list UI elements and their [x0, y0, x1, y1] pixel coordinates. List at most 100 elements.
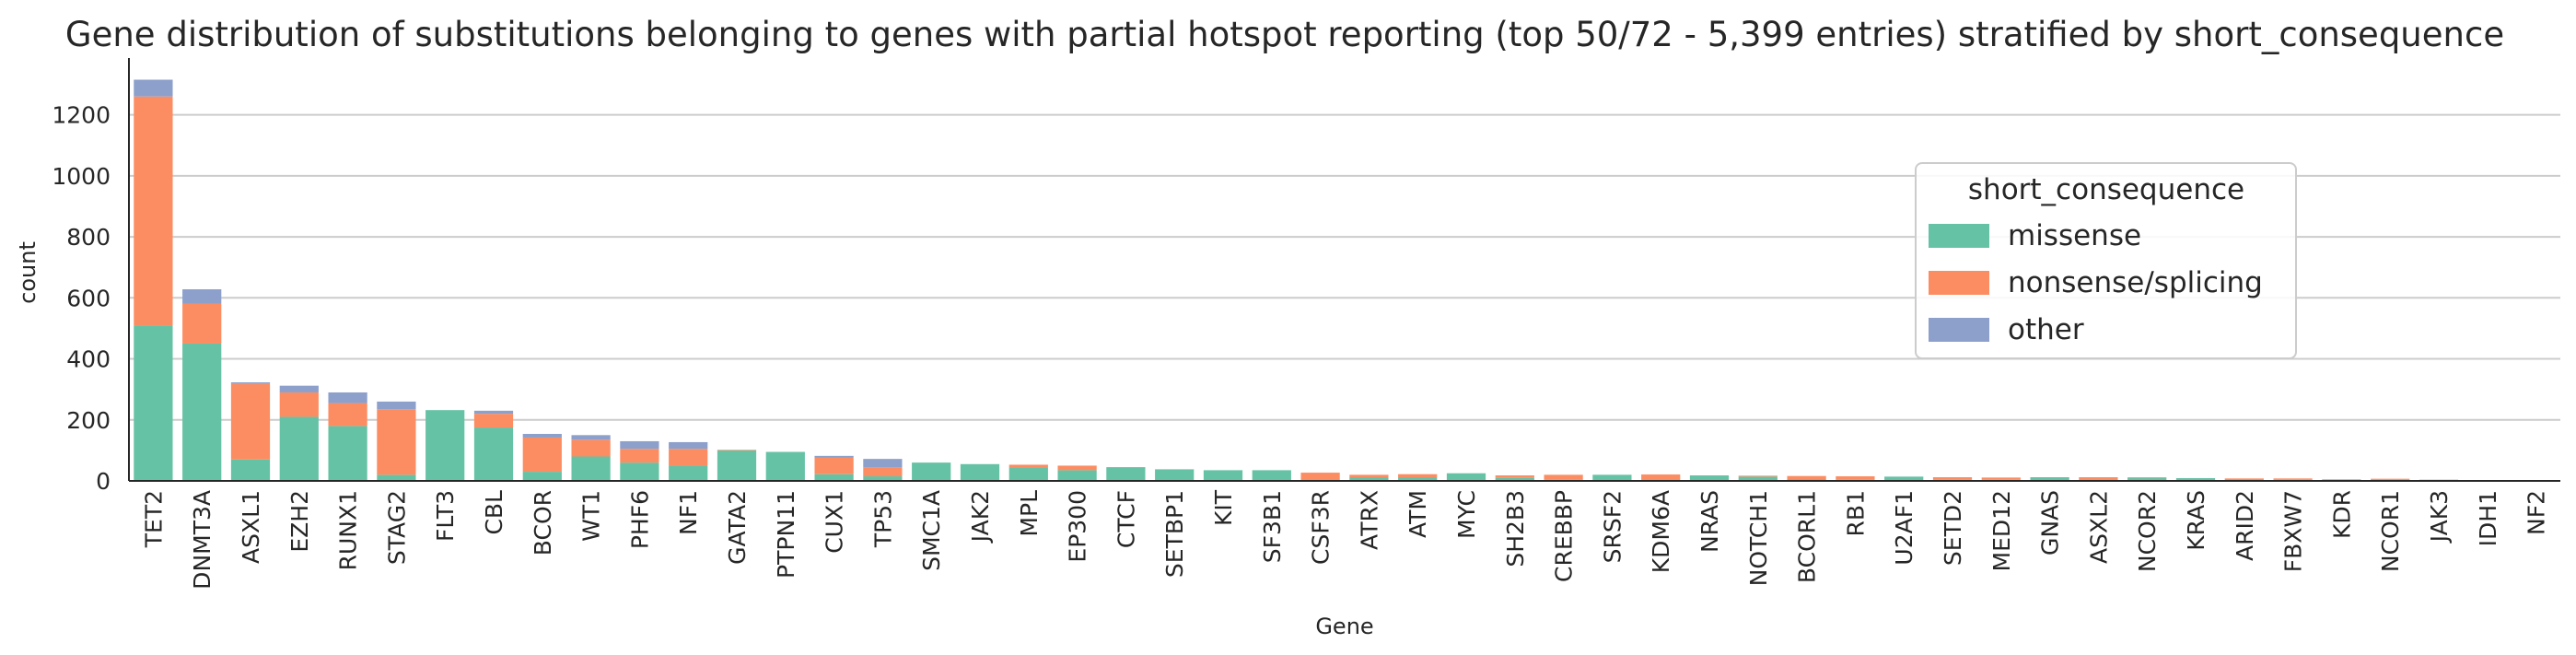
x-tick-label: NF1: [675, 490, 702, 535]
bar-segment-other: [863, 459, 903, 468]
y-tick-label: 1000: [52, 163, 111, 190]
bar-segment-nonsense-splicing: [2273, 478, 2313, 480]
bar-segment-nonsense-splicing: [1008, 464, 1048, 468]
bar-segment-nonsense-splicing: [473, 414, 514, 428]
x-axis-label: Gene: [1315, 614, 1373, 639]
bar-segment-nonsense-splicing: [328, 403, 367, 427]
legend-label: missense: [2008, 219, 2141, 252]
x-tick-label: ASXL2: [2085, 490, 2112, 564]
bar-segment-other: [230, 382, 271, 384]
bar-segment-missense: [669, 465, 708, 481]
bar-segment-other: [620, 440, 659, 450]
bar-segment-nonsense-splicing: [620, 449, 659, 463]
legend-swatch: [1929, 271, 1989, 295]
x-tick-label: SF3B1: [1259, 490, 1286, 563]
bar-segment-missense: [814, 474, 854, 481]
bar-segment-missense: [2030, 477, 2069, 481]
bar-segment-other: [134, 79, 173, 97]
y-tick-label: 400: [66, 346, 111, 373]
legend-title: short_consequence: [1968, 173, 2244, 206]
x-tick-label: WT1: [578, 490, 605, 542]
x-tick-label: CSF3R: [1308, 490, 1335, 565]
x-tick-label: FBXW7: [2280, 490, 2307, 572]
legend: short_consequence missense nonsense/splic…: [1915, 162, 2297, 359]
x-tick-label: CUX1: [822, 490, 848, 554]
bar-segment-nonsense-splicing: [1932, 477, 1973, 480]
bar-segment-nonsense-splicing: [2371, 478, 2410, 480]
bar-segment-other: [669, 441, 708, 450]
bar-segment-missense: [1884, 476, 1924, 481]
bar-segment-missense: [571, 456, 611, 481]
bar-segment-missense: [1203, 470, 1243, 481]
bar-segment-missense: [1592, 474, 1632, 481]
bar-segment-nonsense-splicing: [814, 457, 854, 474]
x-tick-label: NCOR1: [2377, 490, 2404, 572]
x-tick-label: ASXL1: [238, 490, 264, 564]
x-tick-label: CTCF: [1113, 490, 1139, 548]
x-tick-label: JAK3: [2426, 490, 2453, 544]
bar-segment-nonsense-splicing: [2127, 477, 2167, 478]
bar-segment-missense: [1349, 477, 1389, 481]
bar-segment-nonsense-splicing: [134, 96, 173, 326]
x-tick-label: IDH1: [2475, 490, 2501, 546]
bar-segment-nonsense-splicing: [1641, 474, 1681, 481]
bar-segment-nonsense-splicing: [1057, 465, 1097, 471]
legend-label: nonsense/splicing: [2008, 266, 2263, 299]
bar-segment-missense: [425, 410, 465, 481]
bar-segment-nonsense-splicing: [1300, 473, 1340, 481]
bar-segment-missense: [328, 426, 367, 481]
legend-swatch: [1929, 224, 1989, 248]
bar-segment-missense: [1057, 470, 1097, 481]
bar-segment-missense: [134, 325, 173, 481]
bar-segment-missense: [1106, 467, 1146, 481]
x-tick-label: MED12: [1988, 490, 2015, 571]
bar-segment-nonsense-splicing: [522, 437, 562, 473]
legend-items: missense nonsense/splicing other: [1929, 219, 2263, 346]
x-tick-label: NF2: [2524, 490, 2550, 535]
y-tick-label: 200: [66, 407, 111, 434]
bar-segment-nonsense-splicing: [669, 449, 708, 466]
bar-segment-missense: [182, 343, 222, 481]
x-tick-label: U2AF1: [1891, 490, 1917, 566]
bar-segment-missense: [377, 474, 416, 481]
x-tick-label: GATA2: [724, 490, 751, 565]
x-tick-label: KDM6A: [1648, 490, 1674, 573]
bar-segment-nonsense-splicing: [377, 409, 416, 475]
axes: [128, 58, 2560, 482]
x-tick-label: SETD2: [1940, 490, 1966, 566]
y-tick-label: 1200: [52, 102, 111, 129]
bar-segment-nonsense-splicing: [1981, 477, 2021, 480]
x-tick-label: PHF6: [626, 490, 653, 549]
bar-segment-other: [182, 289, 222, 304]
legend-label: other: [2008, 313, 2084, 346]
y-tick-label: 800: [66, 224, 111, 251]
bar-segment-other: [522, 434, 562, 438]
chart-title: Gene distribution of substitutions belon…: [65, 15, 2504, 54]
bar-segment-missense: [473, 427, 514, 481]
bar-segment-missense: [1398, 477, 1438, 481]
x-tick-label: SMC1A: [918, 490, 945, 571]
x-tick-label: ATRX: [1356, 490, 1382, 550]
bar-segment-nonsense-splicing: [863, 467, 903, 477]
x-tick-label: MPL: [1016, 490, 1043, 537]
x-tick-label: SETBP1: [1161, 490, 1188, 578]
x-tick-label: TP53: [869, 490, 896, 548]
bar-segment-missense: [230, 459, 271, 481]
bar-segment-other: [571, 435, 611, 440]
x-tick-label: ARID2: [2232, 490, 2258, 561]
bar-segment-missense: [1252, 470, 1291, 481]
bar-segment-missense: [863, 476, 903, 481]
bar-segment-nonsense-splicing: [182, 303, 222, 344]
gridlines: [129, 113, 2560, 482]
x-tick-label: ATM: [1405, 490, 1431, 538]
x-tick-label: DNMT3A: [189, 490, 216, 590]
legend-swatch: [1929, 318, 1989, 342]
x-tick-label: JAK2: [967, 490, 994, 544]
bar-segment-other: [473, 410, 514, 415]
legend-frame: [1915, 162, 2297, 359]
bar-segment-missense: [1155, 469, 1195, 481]
bar-segment-nonsense-splicing: [1738, 475, 1778, 477]
bar-segment-nonsense-splicing: [1787, 475, 1826, 480]
x-tick-label: TET2: [140, 490, 167, 548]
